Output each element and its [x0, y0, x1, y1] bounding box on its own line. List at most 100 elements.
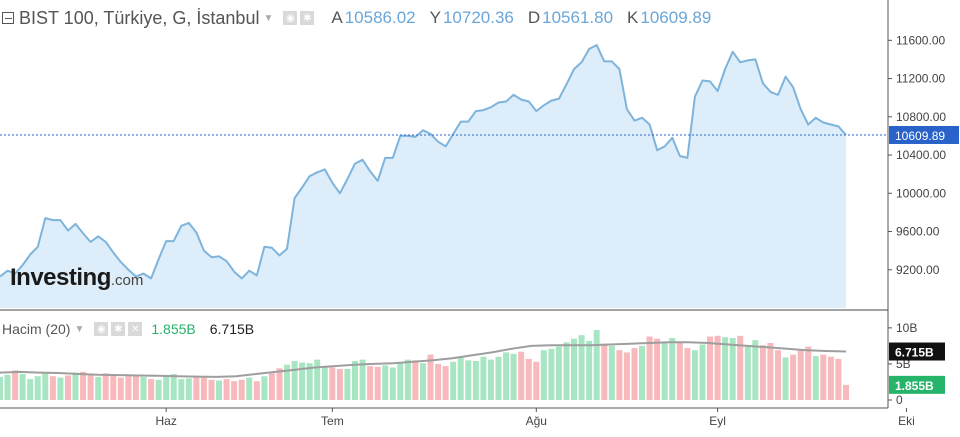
volume-bar — [27, 379, 34, 400]
volume-average-tag — [889, 342, 945, 361]
volume-bar — [525, 358, 532, 400]
price-line — [0, 44, 847, 280]
volume-ma-line — [0, 341, 847, 378]
gear-icon[interactable]: ✱ — [300, 11, 315, 25]
volume-bar — [639, 345, 645, 400]
volume-bar — [790, 354, 797, 400]
high-value: 10720.36 — [442, 8, 514, 27]
volume-bar — [163, 376, 170, 400]
volume-bar — [737, 335, 744, 400]
volume-bar — [812, 356, 819, 400]
volume-bar — [125, 376, 132, 400]
close-icon[interactable]: ✕ — [128, 322, 143, 336]
volume-bar — [601, 343, 608, 400]
volume-bar — [646, 336, 653, 400]
volume-bar — [631, 348, 638, 400]
volume-bar — [42, 373, 49, 400]
volume-bar — [503, 352, 510, 400]
volume-bar — [684, 348, 691, 400]
volume-tick-label: 10B — [896, 321, 917, 335]
volume-bar — [820, 354, 827, 400]
eye-icon[interactable]: ◉ — [283, 11, 298, 25]
volume-bar — [170, 374, 177, 400]
volume-bar — [12, 370, 19, 400]
volume-bar — [661, 343, 668, 400]
volume-average-tag-label: 6.715B — [895, 346, 934, 360]
volume-bar — [261, 376, 268, 400]
volume-bar — [797, 350, 804, 400]
volume-bar — [691, 350, 698, 400]
volume-bar — [95, 376, 102, 400]
volume-bar — [110, 374, 117, 400]
volume-bar — [193, 376, 200, 400]
volume-bar — [767, 343, 774, 400]
volume-bar — [367, 366, 374, 400]
eye-icon[interactable]: ◉ — [94, 322, 109, 336]
volume-bar — [253, 381, 260, 400]
price-area — [0, 45, 846, 308]
volume-bar — [87, 374, 94, 400]
volume-bar — [65, 375, 71, 400]
price-tick-label: 11200.00 — [896, 72, 945, 86]
chevron-down-icon[interactable]: ▼ — [263, 12, 274, 24]
close-value: 10609.89 — [640, 8, 712, 27]
volume-bar — [102, 373, 109, 400]
time-tick-label: Haz — [156, 414, 177, 428]
volume-bar — [465, 360, 472, 400]
time-tick-label: Ağu — [526, 414, 547, 428]
volume-bar — [4, 374, 11, 400]
volume-bar — [827, 356, 834, 400]
symbol-title[interactable]: BIST 100, Türkiye, G, İstanbul — [19, 7, 260, 28]
time-tick-label: Eyl — [709, 414, 726, 428]
volume-bar — [510, 353, 517, 400]
open-label: A — [331, 8, 343, 27]
volume-bar — [352, 361, 358, 400]
volume-bar — [578, 335, 585, 400]
volume-bar — [805, 346, 812, 400]
volume-bar — [616, 350, 623, 400]
price-tick-label: 10800.00 — [896, 110, 946, 124]
volume-bar — [246, 377, 253, 400]
volume-bar — [140, 376, 147, 400]
volume-bar — [382, 365, 389, 400]
volume-bar — [654, 338, 661, 400]
volume-bar — [593, 330, 600, 400]
volume-bar — [306, 363, 313, 400]
last-volume-value: 1.855B — [151, 321, 196, 337]
gear-icon[interactable]: ✱ — [111, 322, 126, 336]
high-label: Y — [429, 8, 441, 27]
volume-bar — [782, 357, 789, 400]
volume-bar — [200, 377, 207, 400]
volume-bar — [623, 352, 630, 400]
volume-bar — [223, 379, 230, 400]
volume-bar — [835, 358, 842, 400]
volume-bar — [488, 359, 494, 400]
chevron-down-icon[interactable]: ▼ — [74, 323, 85, 335]
volume-bar — [155, 379, 162, 400]
volume-bar — [563, 342, 570, 400]
volume-bar — [238, 379, 245, 400]
time-tick-label: Tem — [321, 414, 344, 428]
volume-bar — [450, 361, 457, 400]
collapse-icon[interactable] — [2, 12, 14, 24]
volume-header: Hacim (20) ▼ ◉ ✱ ✕ 1.855B 6.715B — [0, 318, 254, 340]
volume-bar — [843, 384, 849, 400]
volume-title[interactable]: Hacim (20) — [2, 321, 71, 337]
volume-bar — [231, 381, 238, 400]
volume-bar — [57, 377, 64, 400]
volume-bar — [397, 363, 404, 400]
volume-bar — [34, 376, 41, 400]
volume-bar — [72, 372, 79, 400]
last-volume-tag — [889, 375, 945, 394]
volume-bar — [344, 369, 351, 400]
volume-bar — [148, 379, 155, 400]
volume-bar — [216, 380, 222, 400]
price-tick-label: 9200.00 — [896, 263, 940, 277]
investing-logo: Investing.com — [10, 264, 143, 292]
last-volume-tag-label: 1.855B — [895, 379, 934, 393]
chart-header: BIST 100, Türkiye, G, İstanbul ▼ ◉ ✱ A 1… — [0, 4, 711, 32]
volume-bar — [185, 378, 192, 400]
logo-text: Investing — [10, 264, 111, 291]
